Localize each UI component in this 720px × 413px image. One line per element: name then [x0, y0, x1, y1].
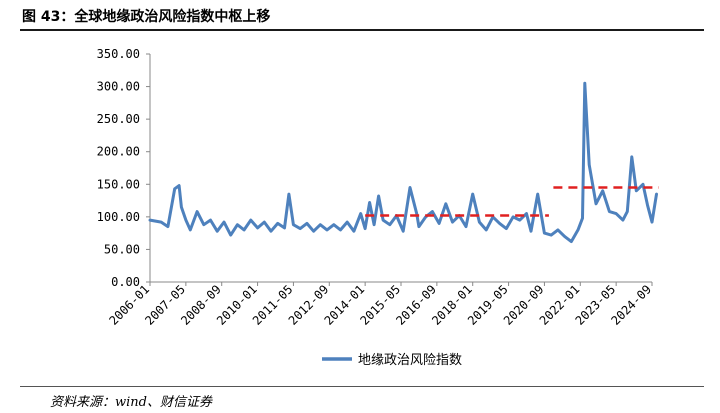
y-tick-label: 50.00 — [104, 242, 140, 256]
y-tick-label: 150.00 — [97, 177, 140, 191]
line-chart: 0.00 50.00 100.00 150.00 200.00 250.00 300.00 3… — [97, 47, 659, 368]
y-tick-label: 250.00 — [97, 112, 140, 126]
y-tick-label: 0.00 — [111, 275, 140, 289]
legend: 地缘政治风险指数 — [322, 353, 462, 368]
y-tick-label: 300.00 — [97, 80, 140, 94]
series-layer — [148, 81, 659, 244]
figure-title: 图 43：全球地缘政治风险指数中枢上移 — [22, 9, 271, 25]
x-axis: 2006-012007-052008-092010-012011-052012-… — [106, 281, 654, 328]
y-tick-label: 200.00 — [97, 145, 140, 159]
y-axis: 0.00 50.00 100.00 150.00 200.00 250.00 300.00 3… — [97, 47, 151, 289]
series-line-geopolitical-risk-index — [148, 81, 658, 244]
x-tick-label: 2024-09 — [608, 282, 654, 328]
source-note: 资料来源：wind、财信证券 — [50, 395, 212, 410]
bottom-rule — [20, 386, 704, 387]
y-tick-label: 100.00 — [97, 210, 140, 224]
legend-label: 地缘政治风险指数 — [358, 353, 462, 368]
top-rule — [20, 29, 704, 31]
y-tick-label: 350.00 — [97, 47, 140, 61]
